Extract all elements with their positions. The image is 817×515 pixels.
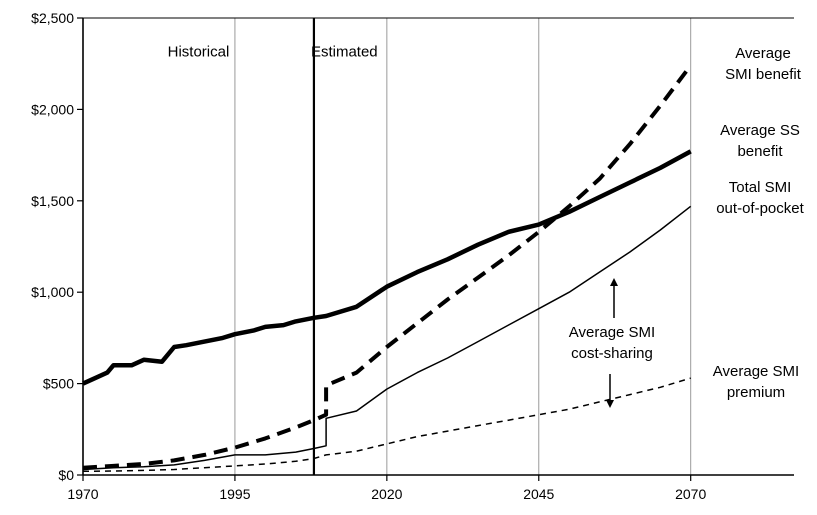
region-label-1: Estimated	[311, 43, 378, 60]
cost-sharing-label: Average SMI cost-sharing	[569, 324, 655, 362]
x-tick-label-1: 1995	[219, 486, 250, 502]
series-line-2	[82, 205, 692, 471]
y-tick-label-0: $0	[58, 467, 74, 483]
y-tick-label-3: $1,500	[31, 193, 74, 209]
grid	[234, 18, 692, 475]
y-tick-label-4: $2,000	[31, 101, 74, 117]
y-tick-label-2: $1,000	[31, 284, 74, 300]
x-tick-label-0: 1970	[67, 486, 98, 502]
series-line-0	[82, 149, 692, 386]
series-label-0-line-0: Average SS	[720, 122, 800, 139]
x-tick-label-2: 2020	[371, 486, 402, 502]
y-tick-label-5: $2,500	[31, 10, 74, 26]
series-line-3	[82, 377, 691, 473]
plot-area	[82, 64, 693, 473]
series-label-3-line-1: premium	[727, 384, 785, 401]
series-label-2-line-1: out-of-pocket	[716, 200, 804, 217]
region-label-0: Historical	[168, 43, 230, 60]
series-line-1	[82, 64, 693, 470]
series-label-2-line-0: Total SMI	[729, 179, 792, 196]
x-tick-label-4: 2070	[675, 486, 706, 502]
series-label-2: Total SMI out-of-pocket	[716, 179, 804, 217]
x-tick-label-3: 2045	[523, 486, 554, 502]
series-label-3-line-0: Average SMI	[713, 363, 799, 380]
y-tick-label-1: $500	[43, 376, 74, 392]
axes: $0 $500 $1,000 $1,500 $2,000 $2,500 1970 1995 20…	[31, 10, 794, 502]
cost-sharing-label-line-1: cost-sharing	[571, 345, 653, 362]
series-label-1-line-1: SMI benefit	[725, 66, 802, 83]
cost-sharing-label-line-0: Average SMI	[569, 324, 655, 341]
series-label-1-line-0: Average	[735, 45, 791, 62]
series-label-1: Average SMI benefit	[725, 45, 802, 83]
series-label-3: Average SMI premium	[713, 363, 799, 401]
series-label-0-line-1: benefit	[737, 143, 783, 160]
series-label-0: Average SS benefit	[720, 122, 800, 160]
